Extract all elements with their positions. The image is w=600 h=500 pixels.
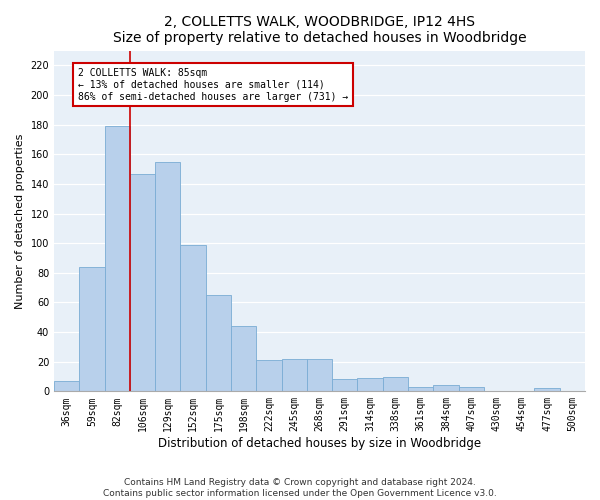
Bar bbox=[206, 295, 231, 392]
Bar bbox=[79, 267, 104, 392]
Bar bbox=[332, 380, 358, 392]
Bar bbox=[54, 381, 79, 392]
Bar bbox=[231, 326, 256, 392]
Bar bbox=[383, 376, 408, 392]
Bar bbox=[256, 360, 281, 392]
Bar bbox=[433, 386, 458, 392]
Bar bbox=[181, 244, 206, 392]
Bar bbox=[130, 174, 155, 392]
Text: 2 COLLETTS WALK: 85sqm
← 13% of detached houses are smaller (114)
86% of semi-de: 2 COLLETTS WALK: 85sqm ← 13% of detached… bbox=[78, 68, 349, 102]
Bar bbox=[281, 358, 307, 392]
Bar bbox=[408, 387, 433, 392]
Bar bbox=[458, 387, 484, 392]
Title: 2, COLLETTS WALK, WOODBRIDGE, IP12 4HS
Size of property relative to detached hou: 2, COLLETTS WALK, WOODBRIDGE, IP12 4HS S… bbox=[113, 15, 526, 45]
X-axis label: Distribution of detached houses by size in Woodbridge: Distribution of detached houses by size … bbox=[158, 437, 481, 450]
Bar bbox=[307, 358, 332, 392]
Bar bbox=[535, 388, 560, 392]
Bar bbox=[358, 378, 383, 392]
Text: Contains HM Land Registry data © Crown copyright and database right 2024.
Contai: Contains HM Land Registry data © Crown c… bbox=[103, 478, 497, 498]
Y-axis label: Number of detached properties: Number of detached properties bbox=[15, 133, 25, 308]
Bar bbox=[104, 126, 130, 392]
Bar bbox=[155, 162, 181, 392]
